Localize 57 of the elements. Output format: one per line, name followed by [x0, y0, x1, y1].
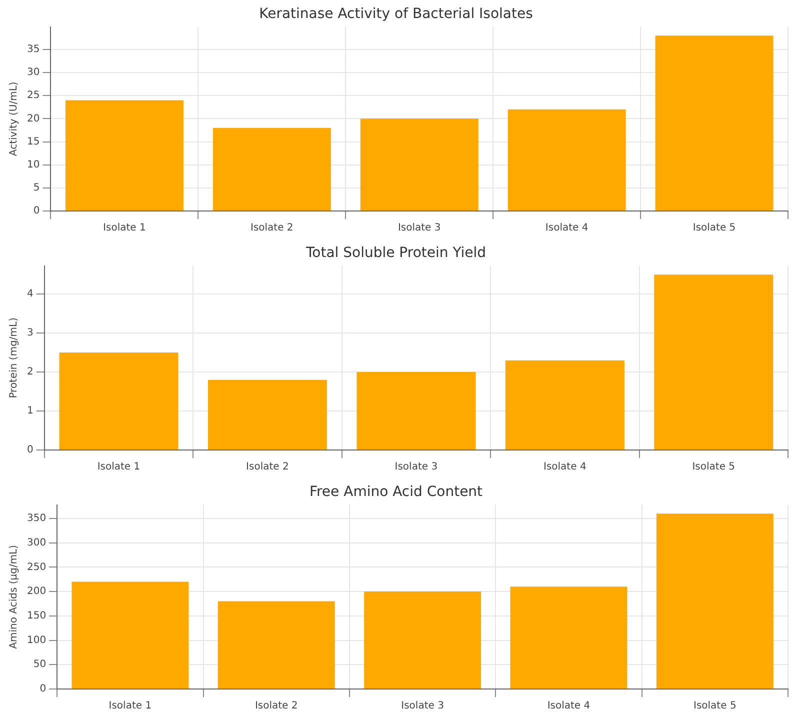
- y-tick-label: 150: [26, 610, 46, 622]
- y-tick-label: 3: [26, 328, 34, 339]
- y-axis-title: Protein (mg/mL): [8, 317, 20, 398]
- y-tick-label: 50: [33, 659, 46, 670]
- bar: [654, 274, 774, 450]
- y-tick-label: 20: [26, 113, 40, 124]
- x-tick-label: Isolate 2: [250, 222, 294, 234]
- y-tick-label: 350: [26, 513, 46, 524]
- x-tick-label: Isolate 5: [692, 222, 736, 234]
- y-tick-label: 250: [26, 562, 46, 573]
- y-tick-label: 100: [26, 634, 46, 646]
- x-tick-label: Isolate 5: [694, 700, 736, 712]
- bar: [208, 380, 327, 450]
- x-tick-label: Isolate 3: [398, 222, 441, 234]
- x-tick-label: Isolate 4: [544, 462, 586, 473]
- y-tick-label: 15: [26, 136, 40, 148]
- y-tick-label: 30: [26, 67, 40, 78]
- y-axis-title: Amino Acids (µg/mL): [8, 544, 20, 649]
- bar: [505, 360, 624, 450]
- x-tick-label: Isolate 5: [692, 462, 736, 473]
- bar: [655, 36, 774, 210]
- y-tick-label: 300: [26, 537, 46, 548]
- x-tick-label: Isolate 4: [545, 222, 588, 234]
- y-axis-title: Activity (U/mL): [8, 82, 20, 156]
- chart-title: Keratinase Activity of Bacterial Isolates: [259, 6, 533, 22]
- y-tick-label: 35: [26, 44, 40, 56]
- bar: [510, 586, 628, 688]
- bar: [65, 100, 184, 210]
- y-tick-label: 4: [26, 288, 34, 300]
- chart-title: Total Soluble Protein Yield: [304, 245, 486, 262]
- y-tick-label: 0: [26, 444, 34, 456]
- y-tick-label: 25: [26, 90, 40, 102]
- bar: [212, 128, 331, 210]
- y-tick-label: 5: [33, 182, 40, 194]
- x-tick-label: Isolate 2: [246, 462, 289, 473]
- x-tick-label: Isolate 1: [103, 222, 146, 234]
- y-tick-label: 1: [26, 406, 34, 417]
- bar: [218, 601, 335, 688]
- y-tick-label: 2: [26, 366, 34, 378]
- bar: [59, 352, 178, 450]
- y-tick-label: 10: [26, 159, 40, 170]
- x-tick-label: Isolate 4: [547, 700, 590, 712]
- bar: [360, 118, 478, 210]
- x-tick-label: Isolate 1: [108, 700, 152, 712]
- y-tick-label: 0: [33, 206, 40, 217]
- bar: [656, 514, 774, 688]
- x-tick-label: Isolate 3: [394, 462, 438, 473]
- y-tick-label: 0: [40, 684, 46, 695]
- x-tick-label: Isolate 1: [97, 462, 140, 473]
- bar: [72, 582, 189, 688]
- y-tick-label: 200: [26, 586, 46, 598]
- bar: [364, 592, 482, 688]
- bar: [508, 109, 626, 210]
- bar: [356, 372, 476, 450]
- chart-title: Free Amino Acid Content: [309, 484, 484, 500]
- x-tick-label: Isolate 2: [254, 700, 298, 712]
- x-tick-label: Isolate 3: [401, 700, 444, 712]
